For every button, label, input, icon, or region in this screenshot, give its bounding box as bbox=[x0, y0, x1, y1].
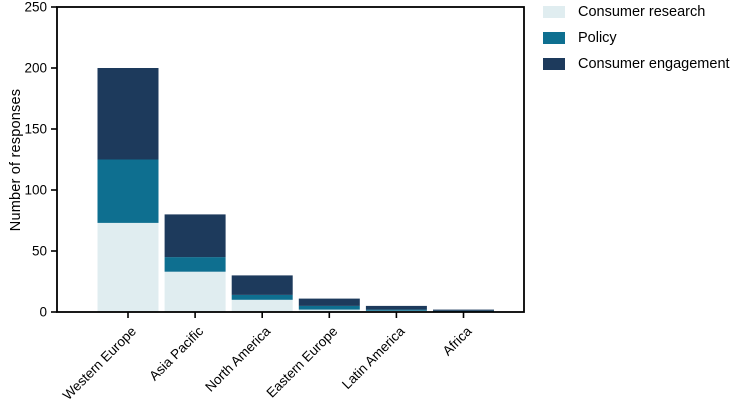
x-category-label: Eastern Europe bbox=[263, 324, 340, 401]
bar-segment-western-europe-consumer-engagement bbox=[97, 68, 159, 160]
policy-swatch-icon bbox=[543, 32, 565, 44]
bar-segment-asia-pacific-policy bbox=[164, 257, 226, 272]
y-tick-label: 150 bbox=[24, 122, 47, 137]
y-axis-title: Number of responses bbox=[8, 88, 24, 232]
y-tick-label: 200 bbox=[24, 61, 47, 76]
bar-segment-north-america-policy bbox=[231, 294, 293, 300]
plot-frame bbox=[56, 6, 525, 313]
x-category-label: Western Europe bbox=[60, 324, 139, 403]
legend-label: Consumer engagement bbox=[578, 56, 730, 72]
y-tick-label: 100 bbox=[24, 183, 47, 198]
bar-segment-western-europe-consumer-research bbox=[97, 222, 159, 312]
bar-segment-africa-consumer-engagement bbox=[433, 309, 494, 311]
x-category-label: North America bbox=[202, 323, 273, 394]
legend: Consumer research Policy Consumer engage… bbox=[543, 4, 730, 72]
bar-segment-north-america-consumer-research bbox=[231, 299, 293, 312]
bar-segment-north-america-consumer-engagement bbox=[231, 275, 293, 295]
bar-segment-asia-pacific-consumer-engagement bbox=[164, 214, 226, 258]
legend-item-consumer-research: Consumer research bbox=[543, 4, 730, 20]
consumer-research-swatch-icon bbox=[543, 6, 565, 18]
bar-segment-latin-america-policy bbox=[365, 309, 427, 311]
x-category-label: Asia Pacific bbox=[146, 323, 206, 383]
bar-segment-latin-america-consumer-engagement bbox=[365, 305, 427, 310]
bar-segment-eastern-europe-policy bbox=[298, 305, 360, 310]
legend-item-consumer-engagement: Consumer engagement bbox=[543, 56, 730, 72]
y-tick-label: 50 bbox=[32, 244, 47, 259]
bar-segment-western-europe-policy bbox=[97, 159, 159, 223]
bar-segment-asia-pacific-consumer-research bbox=[164, 271, 226, 312]
legend-item-policy: Policy bbox=[543, 30, 730, 46]
bar-segment-eastern-europe-consumer-research bbox=[298, 309, 360, 312]
legend-label: Policy bbox=[578, 30, 617, 46]
legend-label: Consumer research bbox=[578, 4, 706, 20]
x-category-label: Africa bbox=[440, 323, 475, 358]
x-category-label: Latin America bbox=[339, 323, 408, 392]
y-tick-label: 250 bbox=[24, 0, 47, 15]
bar-segment-eastern-europe-consumer-engagement bbox=[298, 298, 360, 306]
consumer-engagement-swatch-icon bbox=[543, 58, 565, 70]
y-tick-label: 0 bbox=[39, 305, 47, 320]
